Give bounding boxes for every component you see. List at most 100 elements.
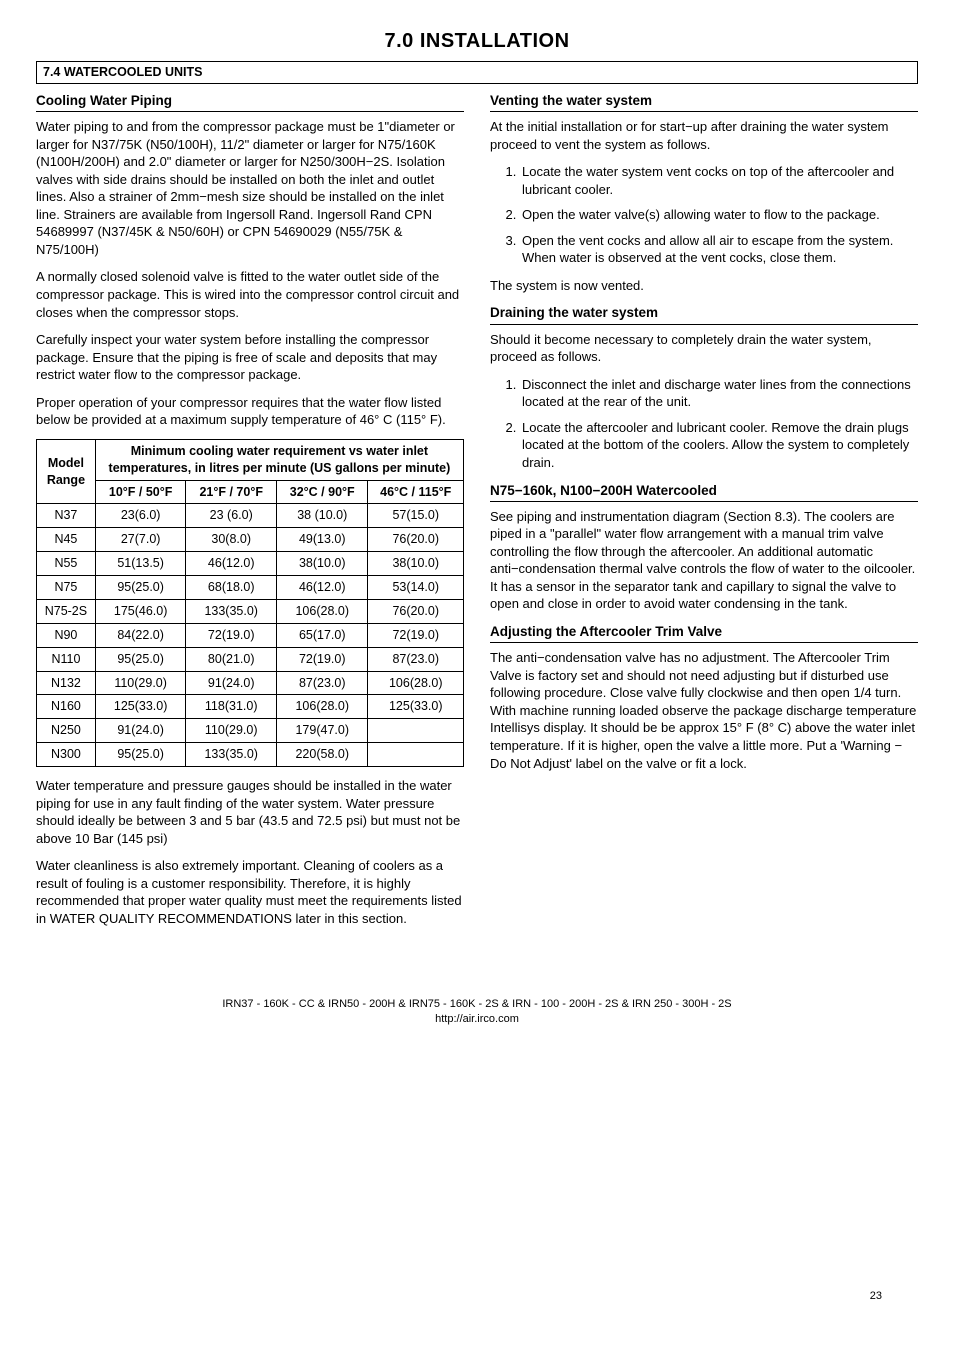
cell-model: N75 xyxy=(37,576,96,600)
cell-value: 76(20.0) xyxy=(368,599,464,623)
cell-value: 125(33.0) xyxy=(368,695,464,719)
table-row: N30095(25.0)133(35.0)220(58.0) xyxy=(37,743,464,767)
cell-value: 38(10.0) xyxy=(368,552,464,576)
vent-list: Locate the water system vent cocks on to… xyxy=(490,163,918,267)
left-column: Cooling Water Piping Water piping to and… xyxy=(36,86,464,938)
cell-value xyxy=(368,719,464,743)
list-item: Disconnect the inlet and discharge water… xyxy=(520,376,918,411)
para: Water piping to and from the compressor … xyxy=(36,118,464,258)
th-model: Model Range xyxy=(37,439,96,504)
th-col: 32°C / 90°F xyxy=(277,480,368,504)
cell-value: 76(20.0) xyxy=(368,528,464,552)
cell-value: 27(7.0) xyxy=(95,528,186,552)
cell-value: 133(35.0) xyxy=(186,599,277,623)
two-column-layout: Cooling Water Piping Water piping to and… xyxy=(36,86,918,938)
th-col: 46°C / 115°F xyxy=(368,480,464,504)
para: Water temperature and pressure gauges sh… xyxy=(36,777,464,847)
cell-value: 23 (6.0) xyxy=(186,504,277,528)
cell-value: 95(25.0) xyxy=(95,743,186,767)
cell-value: 175(46.0) xyxy=(95,599,186,623)
cell-value: 106(28.0) xyxy=(277,695,368,719)
footer-url: http://air.irco.com xyxy=(435,1013,519,1025)
cell-value: 95(25.0) xyxy=(95,576,186,600)
cell-model: N110 xyxy=(37,647,96,671)
th-col: 21°F / 70°F xyxy=(186,480,277,504)
cell-value: 106(28.0) xyxy=(368,671,464,695)
para: See piping and instrumentation diagram (… xyxy=(490,508,918,613)
cell-value: 133(35.0) xyxy=(186,743,277,767)
cell-value: 68(18.0) xyxy=(186,576,277,600)
th-col: 10°F / 50°F xyxy=(95,480,186,504)
cell-value: 23(6.0) xyxy=(95,504,186,528)
table-row: N75-2S175(46.0)133(35.0)106(28.0)76(20.0… xyxy=(37,599,464,623)
cell-value: 179(47.0) xyxy=(277,719,368,743)
para: The system is now vented. xyxy=(490,277,918,295)
para: A normally closed solenoid valve is fitt… xyxy=(36,268,464,321)
cell-model: N132 xyxy=(37,671,96,695)
para: Should it become necessary to completely… xyxy=(490,331,918,366)
page: 7.0 INSTALLATION 7.4 WATERCOOLED UNITS C… xyxy=(36,28,918,1318)
heading-venting: Venting the water system xyxy=(490,92,918,112)
cell-value: 106(28.0) xyxy=(277,599,368,623)
right-column: Venting the water system At the initial … xyxy=(490,86,918,938)
cell-value: 118(31.0) xyxy=(186,695,277,719)
heading-adjusting: Adjusting the Aftercooler Trim Valve xyxy=(490,623,918,643)
para: Proper operation of your compressor requ… xyxy=(36,394,464,429)
cell-value: 51(13.5) xyxy=(95,552,186,576)
cooling-requirement-table: Model Range Minimum cooling water requir… xyxy=(36,439,464,767)
heading-cooling-water-piping: Cooling Water Piping xyxy=(36,92,464,112)
th-span: Minimum cooling water requirement vs wat… xyxy=(95,439,463,480)
cell-model: N37 xyxy=(37,504,96,528)
table-row: N160125(33.0)118(31.0)106(28.0)125(33.0) xyxy=(37,695,464,719)
cell-value: 38 (10.0) xyxy=(277,504,368,528)
cell-value: 30(8.0) xyxy=(186,528,277,552)
table-row: N9084(22.0)72(19.0)65(17.0)72(19.0) xyxy=(37,623,464,647)
cell-value: 110(29.0) xyxy=(186,719,277,743)
cell-model: N160 xyxy=(37,695,96,719)
cell-value: 65(17.0) xyxy=(277,623,368,647)
cell-value: 38(10.0) xyxy=(277,552,368,576)
footer: IRN37 - 160K - CC & IRN50 - 200H & IRN75… xyxy=(36,997,918,1027)
list-item: Locate the aftercooler and lubricant coo… xyxy=(520,419,918,472)
cell-model: N300 xyxy=(37,743,96,767)
cell-value: 57(15.0) xyxy=(368,504,464,528)
table-row: N4527(7.0)30(8.0)49(13.0)76(20.0) xyxy=(37,528,464,552)
table-row: N132110(29.0)91(24.0)87(23.0)106(28.0) xyxy=(37,671,464,695)
para: The anti−condensation valve has no adjus… xyxy=(490,649,918,772)
cell-value: 91(24.0) xyxy=(95,719,186,743)
cell-value: 87(23.0) xyxy=(277,671,368,695)
heading-draining: Draining the water system xyxy=(490,304,918,324)
cell-value: 49(13.0) xyxy=(277,528,368,552)
cell-value: 46(12.0) xyxy=(277,576,368,600)
drain-list: Disconnect the inlet and discharge water… xyxy=(490,376,918,472)
table-row: N7595(25.0)68(18.0)46(12.0)53(14.0) xyxy=(37,576,464,600)
cell-value: 53(14.0) xyxy=(368,576,464,600)
cell-value: 91(24.0) xyxy=(186,671,277,695)
list-item: Open the water valve(s) allowing water t… xyxy=(520,206,918,224)
page-number: 23 xyxy=(870,1289,882,1304)
cell-value: 84(22.0) xyxy=(95,623,186,647)
table-row: N25091(24.0)110(29.0)179(47.0) xyxy=(37,719,464,743)
cell-model: N250 xyxy=(37,719,96,743)
para: Water cleanliness is also extremely impo… xyxy=(36,857,464,927)
list-item: Open the vent cocks and allow all air to… xyxy=(520,232,918,267)
cell-value xyxy=(368,743,464,767)
para: At the initial installation or for start… xyxy=(490,118,918,153)
cell-value: 72(19.0) xyxy=(186,623,277,647)
table-body: N3723(6.0)23 (6.0)38 (10.0)57(15.0)N4527… xyxy=(37,504,464,767)
cell-value: 95(25.0) xyxy=(95,647,186,671)
table-row: N11095(25.0)80(21.0)72(19.0)87(23.0) xyxy=(37,647,464,671)
table-row: N3723(6.0)23 (6.0)38 (10.0)57(15.0) xyxy=(37,504,464,528)
cell-value: 110(29.0) xyxy=(95,671,186,695)
cell-value: 125(33.0) xyxy=(95,695,186,719)
cell-value: 220(58.0) xyxy=(277,743,368,767)
footer-line: IRN37 - 160K - CC & IRN50 - 200H & IRN75… xyxy=(222,998,731,1010)
table-row: N5551(13.5)46(12.0)38(10.0)38(10.0) xyxy=(37,552,464,576)
cell-value: 80(21.0) xyxy=(186,647,277,671)
cell-value: 87(23.0) xyxy=(368,647,464,671)
list-item: Locate the water system vent cocks on to… xyxy=(520,163,918,198)
heading-watercooled: N75−160k, N100−200H Watercooled xyxy=(490,482,918,502)
cell-model: N45 xyxy=(37,528,96,552)
cell-value: 46(12.0) xyxy=(186,552,277,576)
section-bar: 7.4 WATERCOOLED UNITS xyxy=(36,61,918,84)
